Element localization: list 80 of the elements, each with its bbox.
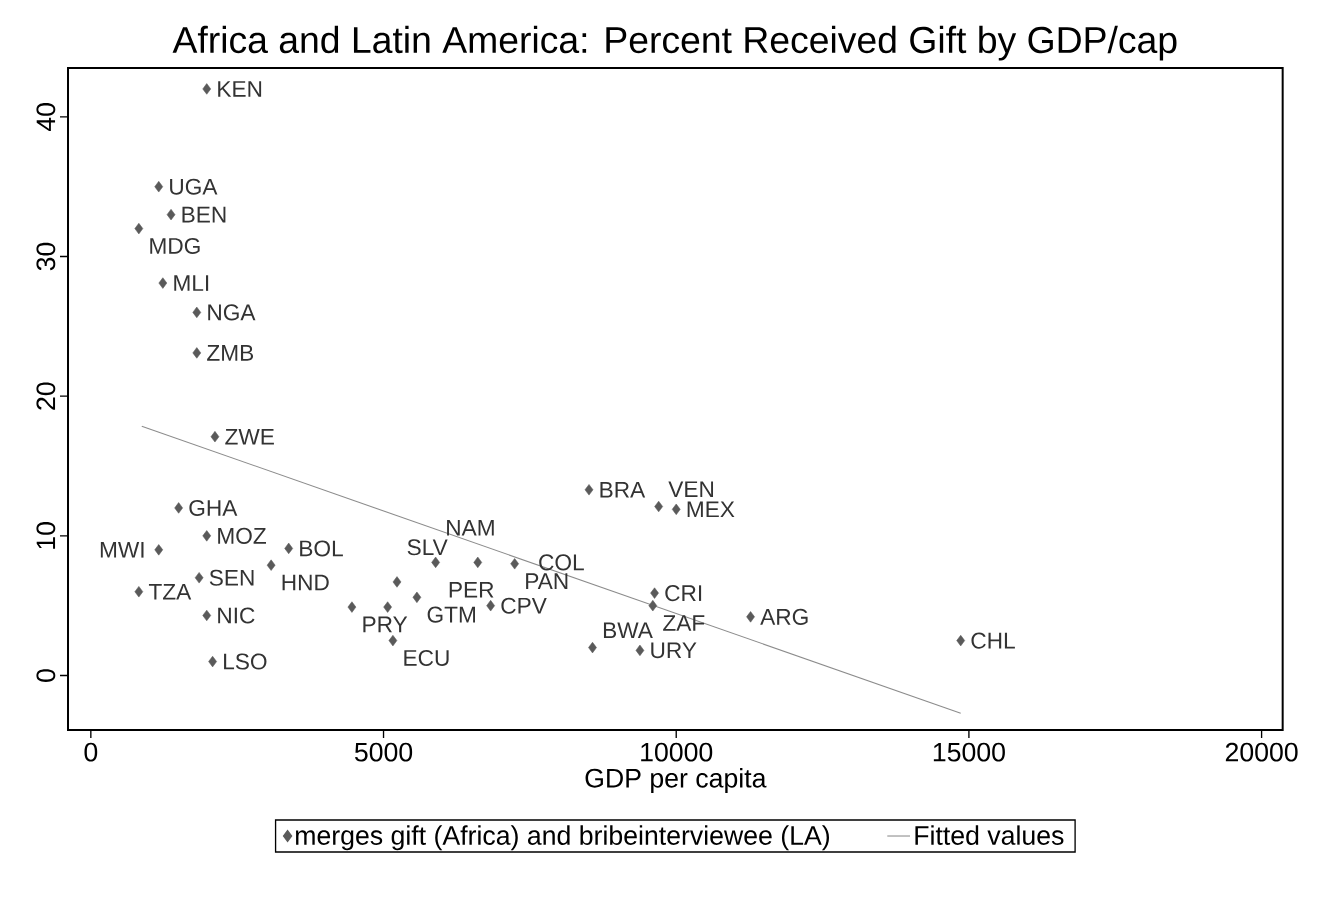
- annotation: PRY: [363, 616, 408, 633]
- point: [210, 431, 220, 443]
- annotation: SLV: [407, 539, 448, 556]
- point: [194, 572, 204, 584]
- annotation: COL: [539, 554, 584, 571]
- point: [746, 611, 755, 623]
- annotation: CRI: [665, 585, 702, 602]
- point: [671, 503, 681, 515]
- point: [158, 277, 168, 289]
- x-tick-label: 15000: [933, 742, 1005, 762]
- y-tick-label: 30: [36, 242, 56, 271]
- point: [635, 644, 645, 656]
- annotation: CHL: [971, 632, 1015, 649]
- annotation: ZAF: [663, 615, 705, 631]
- annotation: HND: [282, 574, 329, 591]
- x-axis-title: GDP per capita: [585, 768, 767, 793]
- point: [174, 502, 183, 514]
- annotation: BOL: [300, 540, 343, 557]
- y-tick-label: 20: [36, 382, 56, 410]
- y-tick-label: 0: [36, 669, 56, 682]
- point: [392, 576, 402, 588]
- point: [202, 83, 212, 95]
- annotation: ECU: [404, 649, 449, 666]
- annotation: MWI: [100, 542, 144, 558]
- x-tick-label: 10000: [641, 742, 713, 762]
- point: [166, 209, 176, 221]
- annotation: BEN: [182, 206, 226, 223]
- chart-title: Africa and Latin America: Percent Received Gift by GDP/cap: [172, 25, 1177, 61]
- annotation: BWA: [603, 622, 653, 639]
- point: [584, 484, 594, 496]
- annotation: NGA: [208, 304, 256, 321]
- annotation: MEX: [687, 501, 735, 518]
- annotation: CPV: [501, 597, 547, 614]
- annotation: BRA: [600, 481, 646, 498]
- y-tick-label: 40: [36, 103, 56, 132]
- annotation: SEN: [209, 569, 254, 586]
- annotation: KEN: [218, 81, 262, 97]
- annotation: GHA: [189, 499, 238, 516]
- annotation: ZWE: [225, 428, 274, 445]
- point: [134, 222, 144, 235]
- annotation: ZMB: [207, 345, 254, 361]
- point: [192, 347, 202, 359]
- annotation: PAN: [526, 573, 568, 589]
- annotation: NIC: [218, 607, 255, 624]
- x-tick-label: 20000: [1225, 742, 1298, 762]
- y-tick-label: 10: [36, 522, 56, 549]
- point: [347, 601, 357, 613]
- point: [202, 609, 212, 622]
- annotation: MDG: [150, 237, 200, 254]
- point: [202, 530, 212, 542]
- point: [154, 181, 164, 193]
- point: [412, 591, 422, 603]
- point: [134, 586, 144, 598]
- point: [486, 600, 495, 612]
- point: [192, 306, 202, 318]
- point: [154, 544, 164, 556]
- annotation: LSO: [224, 653, 267, 670]
- annotation: NAM: [447, 519, 494, 536]
- annotation: MLI: [174, 275, 209, 291]
- annotation: TZA: [148, 583, 192, 600]
- point: [431, 556, 440, 568]
- point: [650, 587, 659, 599]
- annotation: MOZ: [218, 527, 266, 544]
- legend-label: Fitted values: [915, 825, 1064, 845]
- point: [266, 559, 276, 571]
- annotation: UGA: [170, 178, 218, 195]
- x-tick-label: 0: [84, 742, 98, 762]
- legend-label: merges gift (Africa) and bribeinterviewee (LA): [296, 825, 830, 851]
- point: [383, 601, 392, 613]
- annotation: VEN: [668, 481, 714, 497]
- point: [648, 600, 658, 612]
- point: [956, 635, 965, 647]
- point: [473, 556, 483, 568]
- point: [388, 635, 398, 647]
- point: [510, 558, 519, 570]
- annotation: GTM: [427, 606, 475, 623]
- annotation: PER: [449, 581, 494, 598]
- x-tick-label: 5000: [354, 742, 413, 762]
- annotation: ARG: [760, 608, 808, 625]
- annotation: URY: [651, 642, 697, 659]
